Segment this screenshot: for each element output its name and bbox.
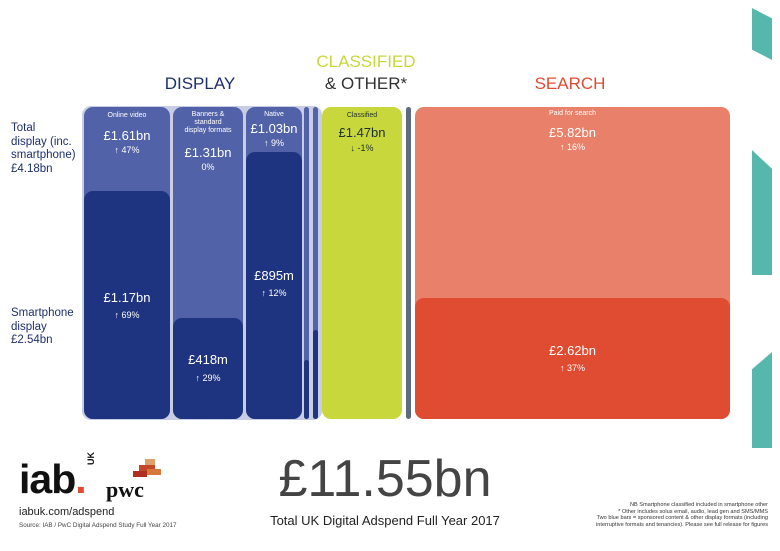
native-smartphone-block	[246, 152, 302, 419]
search-smartphone-change: ↑ 37%	[559, 363, 585, 373]
online-video-smartphone-change: ↑ 69%	[114, 310, 140, 320]
online-video-name: Online video	[107, 112, 147, 119]
banners-smartphone-value: £418m	[188, 352, 228, 367]
online-video-smartphone-value: £1.17bn	[103, 290, 151, 305]
total-caption: Total UK Digital Adspend Full Year 2017	[270, 513, 500, 528]
banners-total-change: 0%	[201, 162, 215, 172]
iab-logo: iab.	[19, 455, 87, 503]
decorative-stripe-middle	[752, 150, 772, 275]
native-smartphone-change: ↑ 12%	[261, 288, 287, 298]
sponsored-content-bar	[304, 107, 309, 419]
other-display-bar	[313, 107, 318, 419]
classified-total-value: £1.47bn	[338, 125, 386, 140]
classified-name: Classified	[346, 112, 378, 119]
iab-uk-text: UK	[86, 452, 96, 465]
banners-total-value: £1.31bn	[184, 145, 232, 160]
total-value: £11.55bn	[278, 450, 492, 508]
native-total-value: £1.03bn	[250, 121, 298, 136]
header-classified: CLASSIFIED	[316, 52, 416, 71]
online-video-total-value: £1.61bn	[103, 128, 151, 143]
search-smartphone-block	[415, 298, 730, 419]
native-total-change: ↑ 9%	[263, 138, 284, 148]
classified-total-change: ↓ -1%	[350, 143, 374, 153]
search-total-change: ↑ 16%	[559, 142, 585, 152]
native-smartphone-value: £895m	[254, 268, 294, 283]
total-display-label: Total display (inc. smartphone) £4.18bn	[11, 122, 76, 175]
online-video-total-change: ↑ 47%	[114, 145, 140, 155]
banners-name: Banners & standard display formats	[184, 111, 232, 134]
pwc-logo-text: pwc	[106, 477, 144, 502]
decorative-stripe-bottom	[752, 352, 772, 448]
header-search: SEARCH	[534, 74, 606, 93]
classified-block	[322, 107, 402, 419]
search-total-value: £5.82bn	[549, 125, 596, 140]
native-name: Native	[264, 111, 284, 118]
iab-logo-text: iab	[19, 456, 76, 502]
banners-smartphone-change: ↑ 29%	[195, 373, 221, 383]
other-bar	[406, 107, 411, 419]
source-text: Source: IAB / PwC Digital Adspend Study …	[19, 522, 177, 529]
smartphone-display-label: Smartphone display £2.54bn	[11, 307, 74, 346]
footnotes: NB Smartphone classified included in sma…	[596, 502, 768, 528]
iab-logo-dot: .	[75, 456, 87, 502]
search-smartphone-value: £2.62bn	[549, 343, 596, 358]
header-display: DISPLAY	[164, 74, 236, 93]
search-name: Paid for search	[548, 110, 597, 117]
pwc-logo-mark	[127, 459, 167, 483]
online-video-smartphone-block	[84, 191, 170, 419]
website-link[interactable]: iabuk.com/adspend	[19, 506, 115, 518]
sponsored-content-smartphone-bar	[304, 360, 309, 419]
decorative-stripe-top	[752, 8, 772, 60]
banners-smartphone-block	[173, 318, 243, 419]
header-other: & OTHER*	[324, 74, 408, 93]
other-display-smartphone-bar	[313, 330, 318, 419]
